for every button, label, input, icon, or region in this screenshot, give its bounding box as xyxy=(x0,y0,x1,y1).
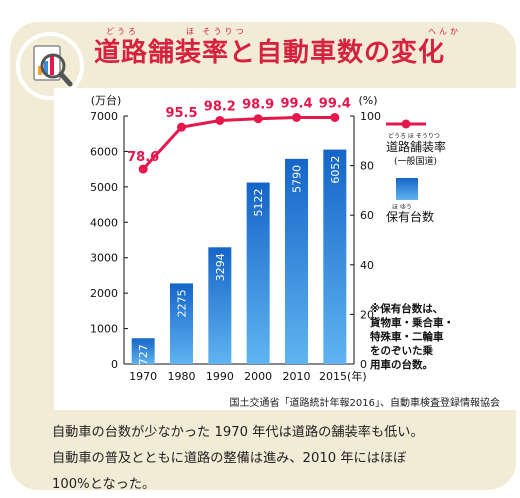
bar-label-2010: 5790 xyxy=(291,165,304,193)
legend-bar-swatch xyxy=(396,178,418,200)
y-right-tick-label: 0 xyxy=(360,358,367,371)
paved-rate-label-1980: 95.5 xyxy=(165,106,197,121)
note-line-2: 貨物車・乗合車・ xyxy=(369,316,454,329)
paved-rate-label-2010: 99.4 xyxy=(280,96,312,111)
legend-line-sub: (一般国道) xyxy=(394,155,437,167)
note-line-1: ※保有台数は、 xyxy=(370,302,443,315)
paved-rate-point-2015 xyxy=(330,112,340,122)
page-title: 道路舗装率と自動車数の変化 xyxy=(94,38,446,68)
bar-2015 xyxy=(323,149,347,364)
caption-line-3-text: 100%となった。 xyxy=(52,477,156,492)
y-right-tick-label: 40 xyxy=(360,259,374,272)
note-line-4: をのぞいた乗 xyxy=(370,344,433,357)
bar-2000 xyxy=(246,182,270,364)
paved-rate-label-2015: 99.4 xyxy=(319,96,351,111)
legend-bar-name: 保有台数 xyxy=(386,209,434,224)
legend-line-name: 道路舗装率 xyxy=(386,139,446,154)
chart-panel: 0 1000 2000 3000 4000 5000 6000 7000 0 20 40 60 80 10… xyxy=(54,88,518,410)
y-left-tick-label: 6000 xyxy=(90,145,118,158)
card: どうろ ほ そうりつ へんか 道路舗装率と自動車数の変化 0 1000 2000 30… xyxy=(10,22,518,492)
y-left-tick-label: 3000 xyxy=(90,252,118,265)
note-line-3: 特殊車・二輪車 xyxy=(370,330,444,343)
caption-line-2-text: 自動車の普及とともに道路の整備は進み、2010 年にはほぼ xyxy=(52,451,407,466)
y-right-tick-label: 100 xyxy=(360,110,381,123)
y-left-tick-label: 2000 xyxy=(90,287,118,300)
y-right-tick-label: 60 xyxy=(360,209,374,222)
y-left-tick-label: 5000 xyxy=(90,181,118,194)
x-tick-label-2000: 2000 xyxy=(244,370,272,383)
y-right-unit: (%) xyxy=(358,94,377,107)
paved-rate-point-1990 xyxy=(215,115,225,125)
paved-rate-point-2010 xyxy=(292,112,301,122)
bar-label-1990: 3294 xyxy=(214,253,227,281)
paved-rate-label-2000: 98.9 xyxy=(242,98,274,113)
paved-rate-point-2000 xyxy=(253,114,263,124)
bar-label-2015: 6052 xyxy=(329,156,342,184)
y-right-tick-label: 20 xyxy=(360,308,374,321)
x-tick-label-1970: 1970 xyxy=(129,370,157,383)
bar-label-2000: 5122 xyxy=(252,189,265,217)
bar-label-1970: 727 xyxy=(137,344,150,365)
legend-line-marker xyxy=(401,119,411,129)
chart: 0 1000 2000 3000 4000 5000 6000 7000 0 20 40 60 80 10… xyxy=(90,93,454,383)
chart-magnifier-icon xyxy=(16,32,84,100)
bar-1980 xyxy=(170,283,193,364)
caption: 自動車の台数が少なかった 1970 年代は道路の舗装率も低い。 自動車の普及とと… xyxy=(52,420,520,498)
caption-line-1-text: 自動車の台数が少なかった 1970 年代は道路の舗装率も低い。 xyxy=(52,425,424,440)
y-left-tick-label: 0 xyxy=(111,358,118,371)
x-tick-label-2015: 2015(年) xyxy=(319,369,367,383)
bar-2010 xyxy=(285,158,308,364)
x-tick-label-1980: 1980 xyxy=(168,370,196,383)
paved-rate-point-1980 xyxy=(177,122,186,132)
caption-line-2: 自動車の普及とともに道路の整備は進み、2010 年にはほぼ xyxy=(52,446,520,472)
title-ruby-hosouritsu: ほ そうりつ xyxy=(186,27,247,36)
title-ruby-douro: どうろ xyxy=(106,27,139,36)
bar-1970 xyxy=(131,338,155,364)
paved-rate-point-1970 xyxy=(138,164,148,174)
y-right-tick-label: 80 xyxy=(360,160,374,173)
x-tick-label-1990: 1990 xyxy=(206,370,234,383)
paved-rate-line xyxy=(142,115,335,171)
note-line-5: 用車の台数。 xyxy=(369,358,433,371)
paved-rate-label-1990: 98.2 xyxy=(204,99,236,114)
caption-line-3: 100%となった。 xyxy=(52,472,520,498)
bar-label-1980: 2275 xyxy=(176,289,189,317)
legend-bar-ruby: ほ ゆう xyxy=(392,204,412,211)
caption-line-1: 自動車の台数が少なかった 1970 年代は道路の舗装率も低い。 xyxy=(52,420,520,446)
title-ruby-henka: へんか xyxy=(428,27,461,36)
x-tick-label-2010: 2010 xyxy=(283,370,311,383)
y-left-tick-label: 7000 xyxy=(90,110,118,123)
paved-rate-label-1970: 78.6 xyxy=(127,150,159,165)
y-left-unit: (万台) xyxy=(91,93,122,107)
y-left-tick-label: 4000 xyxy=(90,216,118,229)
bar-1990 xyxy=(208,247,232,364)
y-left-tick-label: 1000 xyxy=(90,323,118,336)
source-citation: 国土交通省「道路統計年報2016」、自動車検査登録情報協会 xyxy=(229,398,500,409)
legend-line-ruby: どうろ ほ そうりつ xyxy=(388,132,440,140)
